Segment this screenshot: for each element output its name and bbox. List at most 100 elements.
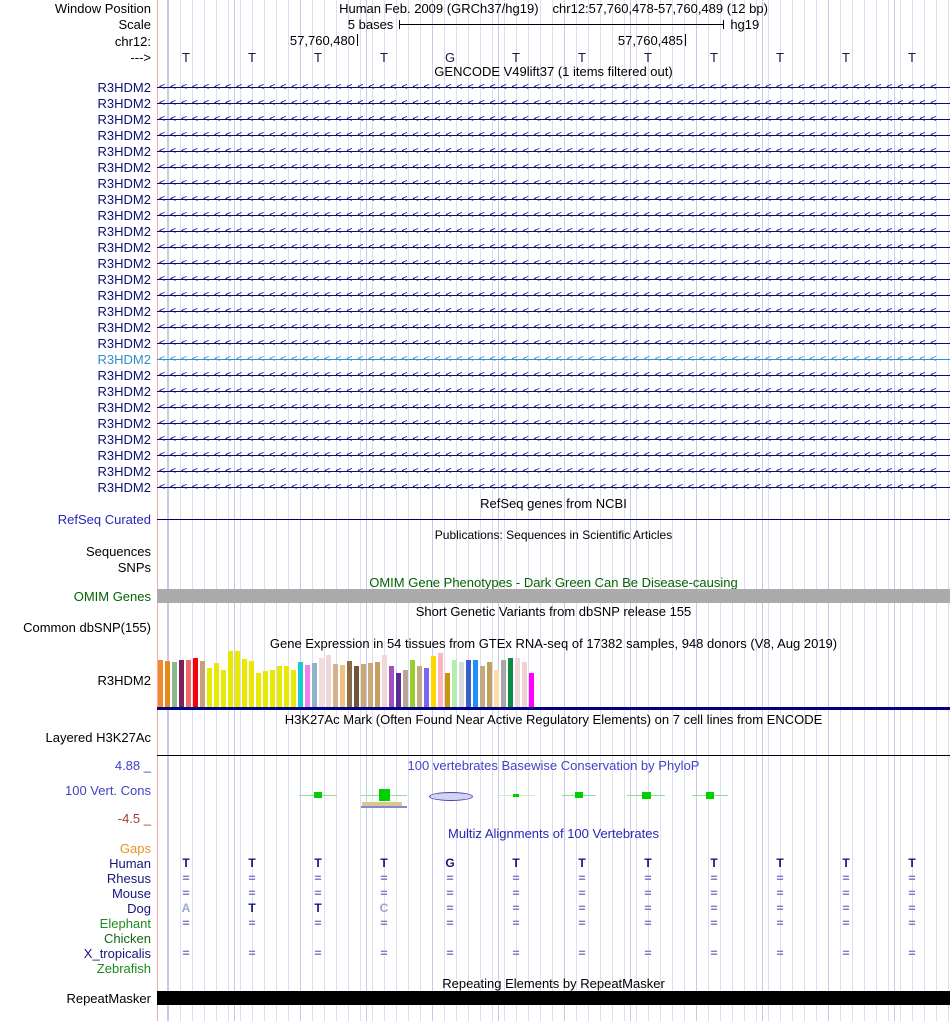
gene-row[interactable]: R3HDM2 <<<<<<<<<<<<<<<<<<<<<<<<<<<<<<<<<<… — [0, 415, 950, 431]
gene-row[interactable]: R3HDM2 <<<<<<<<<<<<<<<<<<<<<<<<<<<<<<<<<<… — [0, 463, 950, 479]
gene-label[interactable]: R3HDM2 — [97, 255, 151, 271]
gene-row[interactable]: R3HDM2 <<<<<<<<<<<<<<<<<<<<<<<<<<<<<<<<<<… — [0, 271, 950, 287]
omim-title[interactable]: OMIM Gene Phenotypes - Dark Green Can Be… — [369, 574, 738, 590]
gtex-bar[interactable] — [305, 665, 310, 707]
gtex-bar[interactable] — [165, 661, 170, 707]
gene-label[interactable]: R3HDM2 — [97, 415, 151, 431]
gtex-bar[interactable] — [291, 670, 296, 707]
gtex-bar[interactable] — [228, 651, 233, 707]
gtex-bar[interactable] — [487, 662, 492, 707]
gtex-bar[interactable] — [326, 655, 331, 707]
gtex-bar[interactable] — [494, 670, 499, 707]
gtex-bar[interactable] — [221, 670, 226, 707]
gene-label[interactable]: R3HDM2 — [97, 111, 151, 127]
gene-row[interactable]: R3HDM2 <<<<<<<<<<<<<<<<<<<<<<<<<<<<<<<<<<… — [0, 111, 950, 127]
gtex-bar[interactable] — [522, 662, 527, 707]
gtex-bar[interactable] — [298, 662, 303, 707]
gene-label[interactable]: R3HDM2 — [97, 431, 151, 447]
gtex-gene-label[interactable]: R3HDM2 — [97, 672, 151, 688]
gtex-bar[interactable] — [172, 662, 177, 707]
gtex-bar-chart[interactable] — [158, 650, 536, 707]
gtex-bar[interactable] — [445, 673, 450, 707]
gtex-bar[interactable] — [312, 663, 317, 707]
multiz-species-row[interactable]: Dog A T T C = = = = = = = = — [0, 901, 950, 916]
gtex-bar[interactable] — [242, 659, 247, 707]
gtex-bar[interactable] — [179, 660, 184, 707]
gene-label[interactable]: R3HDM2 — [97, 79, 151, 95]
gtex-bar[interactable] — [501, 660, 506, 707]
gtex-bar[interactable] — [340, 665, 345, 707]
gtex-bar[interactable] — [207, 668, 212, 707]
gene-label[interactable]: R3HDM2 — [97, 223, 151, 239]
gene-label[interactable]: R3HDM2 — [97, 175, 151, 191]
repeatmasker-title[interactable]: Repeating Elements by RepeatMasker — [442, 976, 665, 991]
multiz-species-row[interactable]: X_tropicalis = = = = = = = = = = = = — [0, 946, 950, 961]
gtex-title[interactable]: Gene Expression in 54 tissues from GTEx … — [269, 635, 838, 651]
dbsnp-title[interactable]: Short Genetic Variants from dbSNP releas… — [415, 604, 692, 619]
gene-label[interactable]: R3HDM2 — [97, 159, 151, 175]
species-label[interactable]: Human — [109, 856, 151, 871]
gtex-bar[interactable] — [333, 664, 338, 707]
dbsnp-label[interactable]: Common dbSNP(155) — [23, 620, 151, 635]
gtex-bar[interactable] — [158, 660, 163, 707]
gene-row[interactable]: R3HDM2 <<<<<<<<<<<<<<<<<<<<<<<<<<<<<<<<<<… — [0, 79, 950, 95]
gene-row[interactable]: R3HDM2 <<<<<<<<<<<<<<<<<<<<<<<<<<<<<<<<<<… — [0, 143, 950, 159]
species-label[interactable]: Elephant — [99, 916, 151, 931]
gene-label[interactable]: R3HDM2 — [97, 463, 151, 479]
gene-label[interactable]: R3HDM2 — [97, 383, 151, 399]
multiz-title[interactable]: Multiz Alignments of 100 Vertebrates — [447, 825, 659, 841]
gene-row[interactable]: R3HDM2 <<<<<<<<<<<<<<<<<<<<<<<<<<<<<<<<<<… — [0, 399, 950, 415]
multiz-species-row[interactable]: Zebrafish — [0, 961, 950, 976]
omim-genes-label[interactable]: OMIM Genes — [73, 589, 151, 604]
gtex-bar[interactable] — [284, 666, 289, 707]
gene-row[interactable]: R3HDM2 <<<<<<<<<<<<<<<<<<<<<<<<<<<<<<<<<<… — [0, 287, 950, 303]
repeatmasker-label[interactable]: RepeatMasker — [66, 991, 151, 1006]
gtex-bar[interactable] — [249, 661, 254, 707]
gtex-bar[interactable] — [424, 668, 429, 707]
gene-row[interactable]: R3HDM2 <<<<<<<<<<<<<<<<<<<<<<<<<<<<<<<<<<… — [0, 223, 950, 239]
species-label[interactable]: Dog — [127, 901, 151, 916]
gtex-bar[interactable] — [389, 666, 394, 707]
gtex-bar[interactable] — [382, 655, 387, 707]
omim-bar[interactable] — [157, 589, 950, 603]
species-label[interactable]: Zebrafish — [96, 961, 151, 976]
gene-label[interactable]: R3HDM2 — [97, 191, 151, 207]
gtex-bar[interactable] — [403, 670, 408, 707]
gene-row[interactable]: R3HDM2 <<<<<<<<<<<<<<<<<<<<<<<<<<<<<<<<<<… — [0, 191, 950, 207]
gtex-bar[interactable] — [214, 663, 219, 707]
gene-label[interactable]: R3HDM2 — [97, 95, 151, 111]
phylop-title[interactable]: 100 vertebrates Basewise Conservation by… — [407, 758, 700, 773]
gtex-bar[interactable] — [375, 662, 380, 707]
multiz-species-row[interactable]: Chicken — [0, 931, 950, 946]
gene-row[interactable]: R3HDM2 <<<<<<<<<<<<<<<<<<<<<<<<<<<<<<<<<<… — [0, 207, 950, 223]
gene-label[interactable]: R3HDM2 — [97, 127, 151, 143]
gene-label[interactable]: R3HDM2 — [97, 479, 151, 495]
gene-row[interactable]: R3HDM2 <<<<<<<<<<<<<<<<<<<<<<<<<<<<<<<<<<… — [0, 447, 950, 463]
gene-label[interactable]: R3HDM2 — [97, 287, 151, 303]
publications-title[interactable]: Publications: Sequences in Scientific Ar… — [434, 528, 673, 542]
gene-row[interactable]: R3HDM2 <<<<<<<<<<<<<<<<<<<<<<<<<<<<<<<<<<… — [0, 95, 950, 111]
gtex-bar[interactable] — [417, 666, 422, 707]
gene-row[interactable]: R3HDM2 <<<<<<<<<<<<<<<<<<<<<<<<<<<<<<<<<<… — [0, 159, 950, 175]
gtex-bar[interactable] — [270, 670, 275, 707]
gtex-bar[interactable] — [319, 658, 324, 707]
gtex-bar[interactable] — [452, 660, 457, 707]
gencode-title[interactable]: GENCODE V49lift37 (1 items filtered out) — [434, 64, 673, 79]
refseq-line[interactable] — [157, 519, 950, 520]
gene-label[interactable]: R3HDM2 — [97, 303, 151, 319]
gtex-bar[interactable] — [529, 673, 534, 707]
gtex-bar[interactable] — [354, 666, 359, 707]
gtex-bar[interactable] — [473, 660, 478, 707]
species-label[interactable]: Mouse — [111, 886, 151, 901]
gtex-bar[interactable] — [200, 661, 205, 707]
multiz-species-row[interactable]: Elephant = = = = = = = = = = = = — [0, 916, 950, 931]
gene-row[interactable]: R3HDM2 <<<<<<<<<<<<<<<<<<<<<<<<<<<<<<<<<<… — [0, 335, 950, 351]
gene-label[interactable]: R3HDM2 — [97, 319, 151, 335]
h3k27ac-title[interactable]: H3K27Ac Mark (Often Found Near Active Re… — [284, 711, 823, 727]
gtex-bar[interactable] — [396, 673, 401, 707]
species-label[interactable]: Gaps — [119, 841, 151, 856]
gtex-bar[interactable] — [438, 653, 443, 707]
species-label[interactable]: Rhesus — [106, 871, 151, 886]
gtex-bar[interactable] — [347, 661, 352, 707]
gene-label[interactable]: R3HDM2 — [97, 351, 151, 367]
